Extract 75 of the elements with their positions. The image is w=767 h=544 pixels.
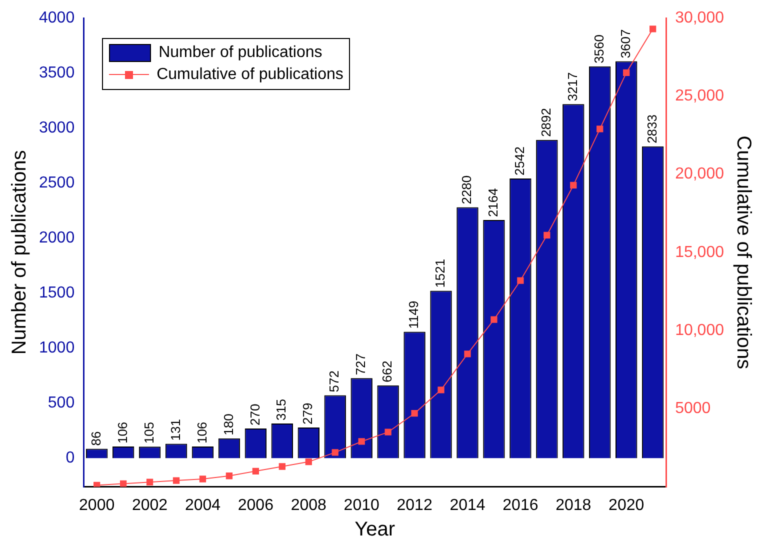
x-axis-title: Year: [354, 518, 396, 541]
data-label: 727: [353, 353, 368, 376]
y-tick-label: 4000: [39, 9, 75, 26]
data-label: 105: [141, 422, 156, 444]
point: [358, 438, 365, 445]
data-label: 86: [88, 431, 104, 446]
data-label: 106: [114, 422, 130, 444]
data-label: 1149: [406, 300, 422, 329]
y2-tick-label: 5000: [675, 400, 711, 418]
data-label: 279: [300, 402, 316, 424]
point: [544, 232, 550, 239]
point: [596, 126, 604, 132]
y-tick-label: 2000: [39, 230, 75, 246]
point: [490, 316, 498, 323]
point: [623, 69, 630, 76]
x-tick-label: 2020: [608, 496, 644, 514]
x-tick-label: 2000: [79, 496, 115, 514]
point: [411, 410, 418, 417]
data-label: 131: [168, 419, 183, 441]
point: [438, 386, 444, 394]
y2-tick-label: 15,000: [675, 244, 724, 261]
x-tick-label: 2002: [132, 496, 168, 514]
data-label: 2164: [486, 188, 501, 218]
point: [146, 478, 154, 486]
point: [332, 449, 338, 456]
y-tick-label: 500: [48, 394, 75, 412]
data-label: 106: [194, 422, 210, 444]
x-tick-label: 2006: [238, 496, 274, 514]
data-label: 3217: [564, 72, 580, 102]
x-tick-label: 2008: [290, 496, 327, 514]
point: [305, 458, 312, 466]
point: [172, 477, 180, 484]
point: [384, 428, 392, 436]
y-tick-label: 3500: [39, 64, 75, 82]
y-tick-label: 0: [66, 450, 75, 467]
point: [570, 182, 577, 189]
y2-tick-label: 25,000: [675, 88, 724, 105]
x-tick-label: 2012: [396, 496, 432, 514]
data-label: 180: [220, 414, 236, 436]
x-tick-label: 2016: [502, 496, 538, 514]
point: [94, 482, 100, 487]
x-tick-label: 2018: [556, 496, 592, 514]
data-label: 3560: [591, 34, 606, 64]
point: [120, 480, 127, 487]
point: [649, 26, 656, 32]
data-label: 2833: [644, 114, 660, 144]
y-tick-label: 3000: [39, 119, 75, 136]
x-tick-label: 2010: [344, 496, 380, 514]
data-label: 1521: [432, 258, 448, 288]
data-label: 2280: [459, 175, 474, 204]
point: [278, 463, 286, 470]
data-label: 315: [274, 398, 289, 421]
y2-axis-title: Cumulative of publications: [732, 136, 754, 370]
y2-tick-label: 10,000: [675, 322, 724, 339]
data-label: 3607: [618, 29, 633, 58]
point: [252, 468, 260, 474]
legend-label: Number of publications: [158, 44, 322, 62]
data-label: 2542: [512, 146, 528, 176]
legend-label: Cumulative of publications: [156, 66, 344, 84]
point: [464, 350, 471, 358]
data-label: 662: [380, 360, 395, 382]
point: [226, 472, 233, 480]
data-label: 270: [247, 404, 262, 426]
y-tick-label: 1000: [39, 340, 75, 357]
y-axis-title: Number of publications: [8, 150, 31, 355]
x-tick-label: 2014: [450, 496, 486, 514]
data-label: 2892: [538, 108, 554, 137]
y-tick-label: 2500: [39, 174, 75, 192]
x-tick-label: 2004: [184, 496, 221, 514]
y2-tick-label: 30,000: [675, 9, 724, 26]
point: [199, 476, 206, 482]
y-tick-label: 1500: [39, 284, 75, 302]
data-label: 572: [326, 370, 342, 392]
y2-tick-label: 20,000: [675, 166, 724, 183]
point: [517, 277, 524, 284]
